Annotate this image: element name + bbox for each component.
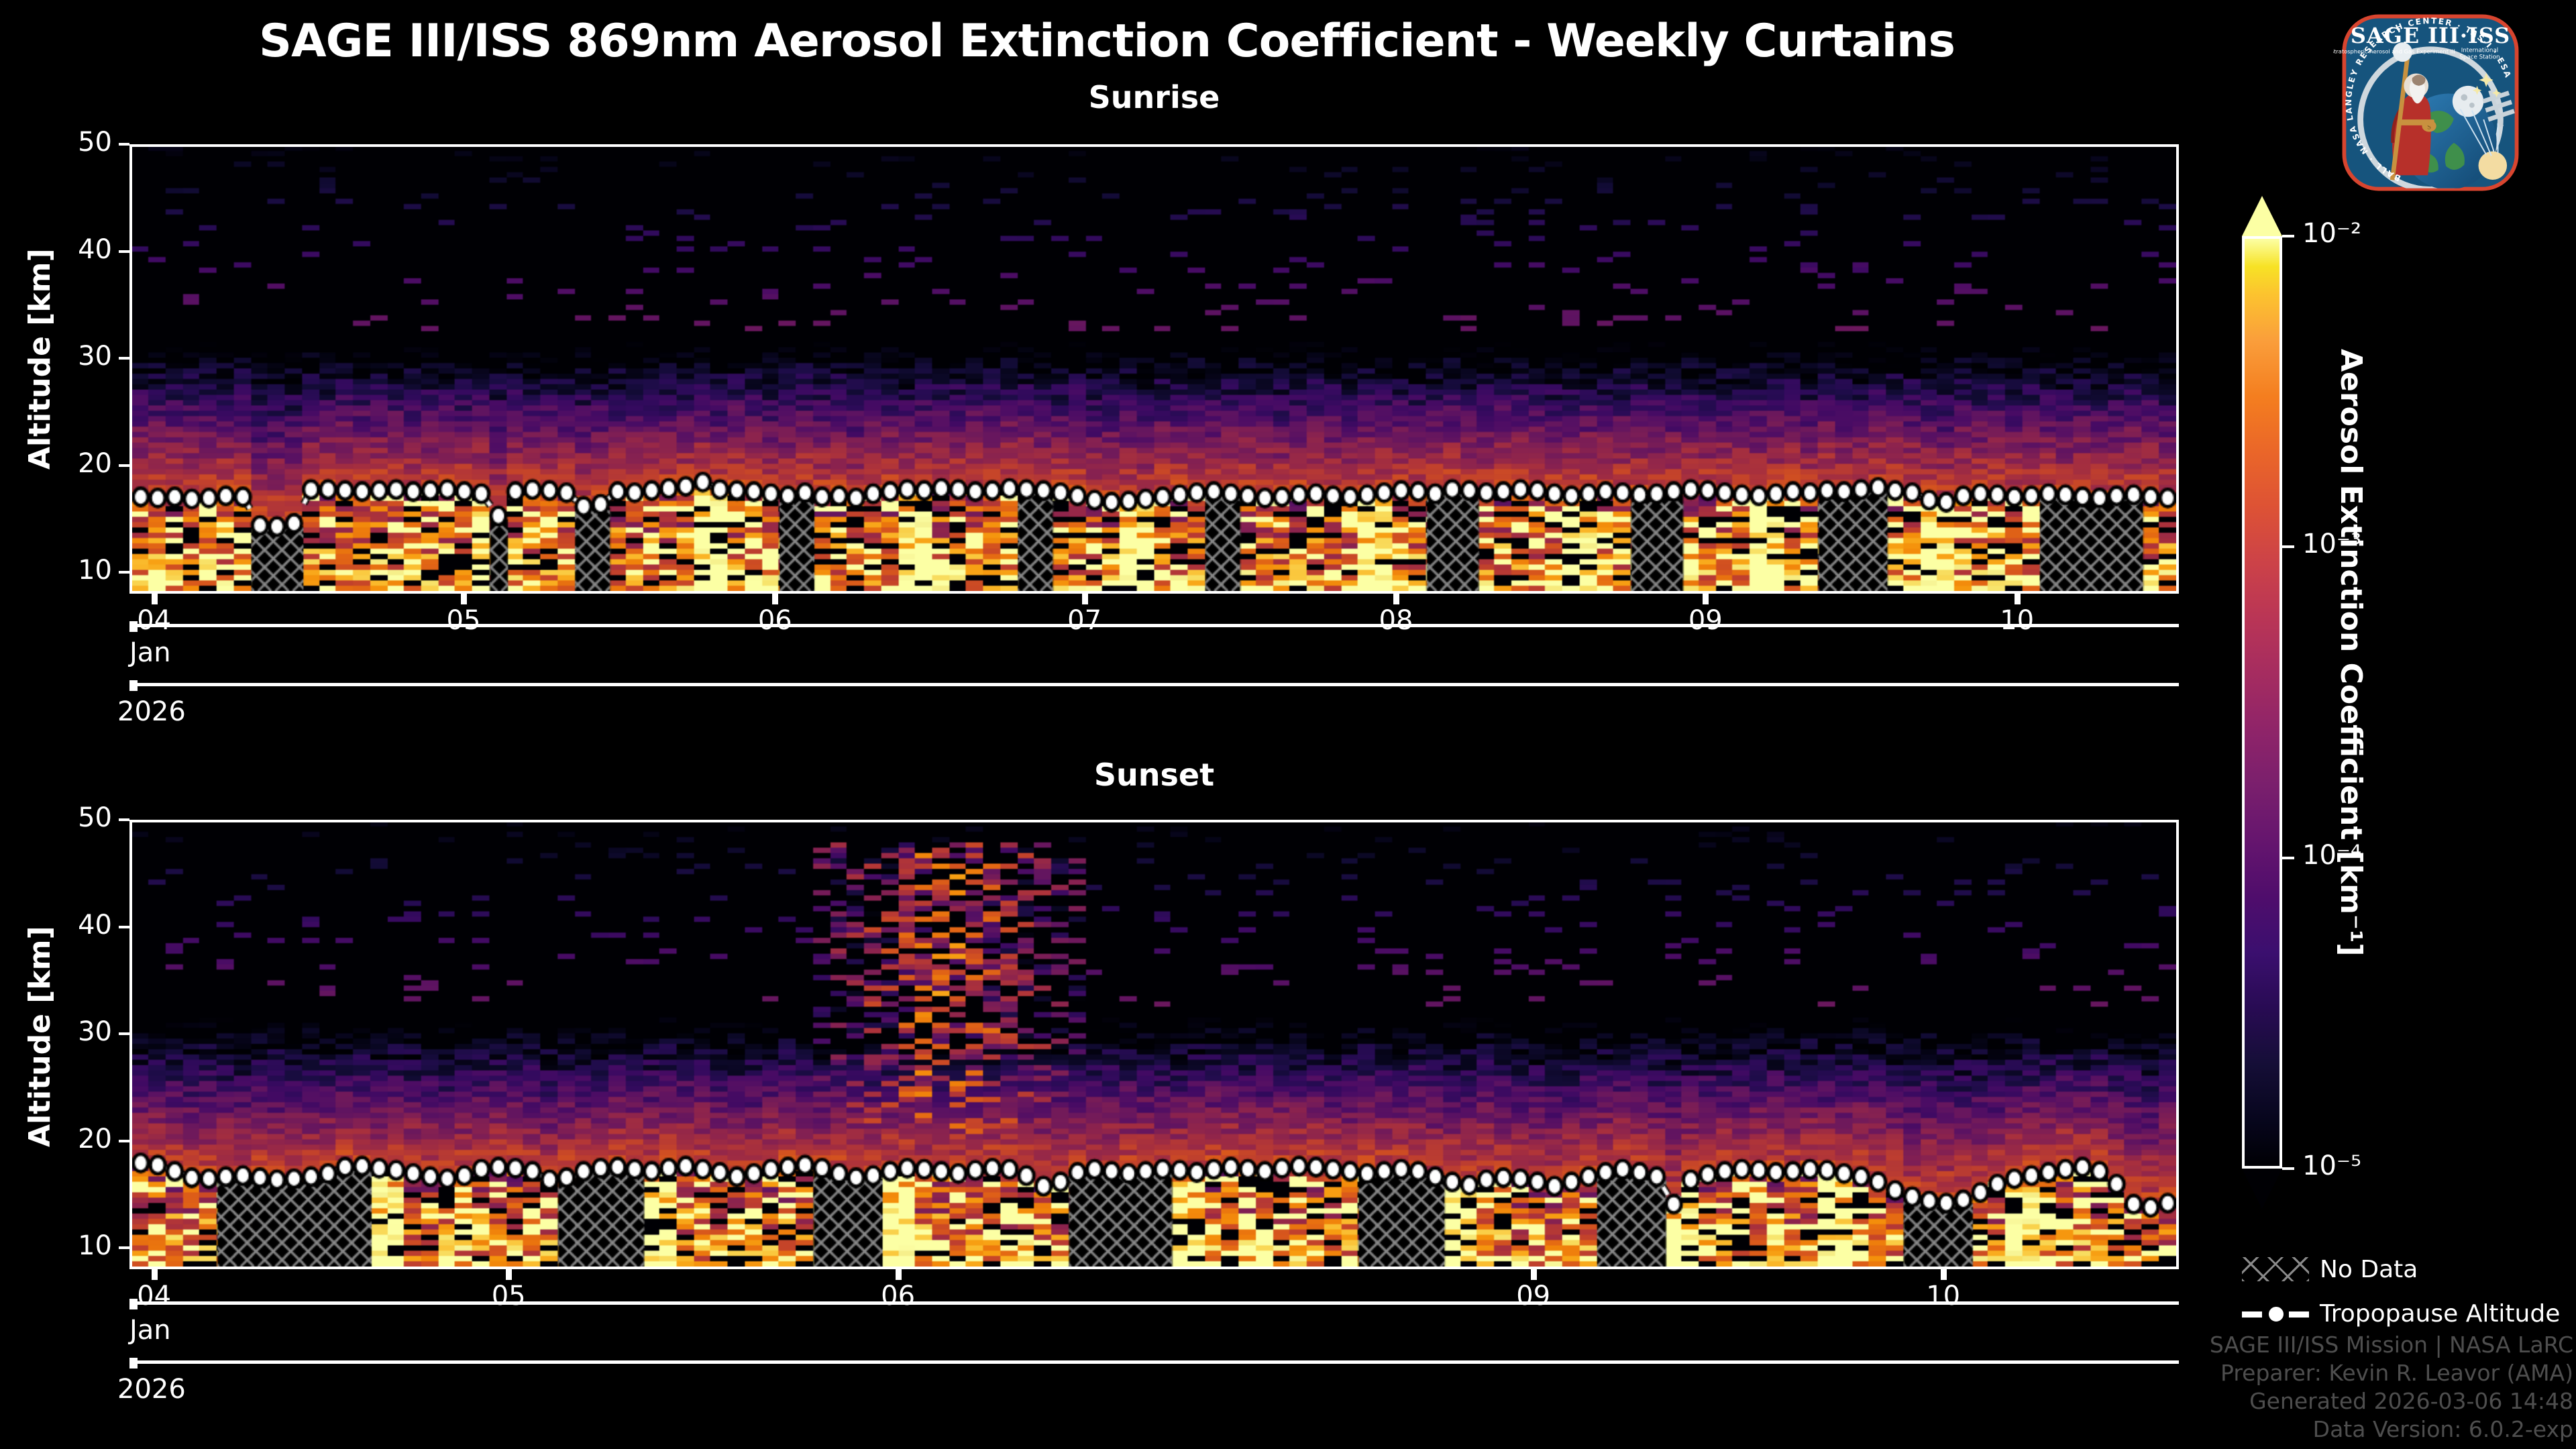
x-tick-label: 10: [2000, 605, 2035, 636]
x-tick-mark: [1703, 592, 1709, 604]
x-axis-year-rule-cap-sunrise: [129, 680, 138, 691]
legend-key-hatch: [2242, 1256, 2309, 1283]
colorbar-arrow-bottom: [2242, 1169, 2282, 1209]
x-tick-mark: [151, 1268, 158, 1280]
y-tick-mark: [119, 143, 129, 146]
y-tick-label: 30: [78, 1016, 112, 1048]
x-tick-label: 04: [137, 1281, 172, 1311]
x-axis-month-label-sunset: Jan: [129, 1315, 171, 1346]
y-tick-mark: [119, 818, 129, 821]
colorbar-tick-mark: [2282, 1167, 2294, 1170]
x-tick-label: 08: [1379, 605, 1413, 636]
x-tick-label: 05: [446, 605, 481, 636]
x-tick-mark: [2014, 592, 2021, 604]
hatch-swatch-icon: [2242, 1257, 2309, 1281]
footer-line-mission: SAGE III/ISS Mission | NASA LaRC: [2209, 1332, 2573, 1358]
legend-item-tropopause: Tropopause Altitude: [2242, 1296, 2576, 1331]
x-tick-mark: [772, 592, 779, 604]
x-tick-mark: [151, 592, 158, 604]
y-tick-mark: [119, 925, 129, 928]
footer: SAGE III/ISS Mission | NASA LaRC Prepare…: [2210, 1331, 2573, 1444]
x-tick-mark: [1081, 592, 1088, 604]
x-axis-year-label-sunrise: 2026: [117, 696, 186, 727]
svg-text:International: International: [2461, 48, 2498, 54]
heatmap-sunrise: [129, 144, 2179, 594]
y-tick-label: 30: [78, 341, 112, 372]
x-tick-mark: [895, 1268, 902, 1280]
y-tick-mark: [119, 1032, 129, 1036]
x-tick-label: 09: [1688, 605, 1723, 636]
x-tick-label: 05: [491, 1281, 526, 1311]
x-axis-year-label-sunset: 2026: [117, 1374, 186, 1405]
x-axis-year-rule-sunset: [129, 1360, 2179, 1364]
y-tick-mark: [119, 1139, 129, 1142]
legend-label-no-data: No Data: [2320, 1255, 2418, 1283]
x-axis-month-label-sunrise: Jan: [129, 637, 171, 668]
x-tick-label: 06: [757, 605, 792, 636]
y-tick-label: 20: [78, 447, 112, 479]
y-tick-mark: [119, 1246, 129, 1250]
legend-label-tropopause: Tropopause Altitude: [2320, 1299, 2561, 1328]
x-tick-label: 07: [1067, 605, 1102, 636]
legend-item-no-data: No Data: [2242, 1252, 2576, 1287]
y-tick-mark: [119, 357, 129, 360]
colorbar-tick-label: 10⁻²: [2302, 218, 2362, 249]
footer-line-preparer: Preparer: Kevin R. Leavor (AMA): [2220, 1360, 2573, 1386]
legend-key-tropopause: [2242, 1300, 2309, 1327]
x-tick-mark: [1393, 592, 1399, 604]
x-axis-month-rule-cap-sunrise: [129, 621, 138, 632]
x-axis-year-rule-sunrise: [129, 683, 2179, 686]
y-tick-label: 50: [78, 127, 112, 158]
x-tick-label: 06: [881, 1281, 916, 1311]
x-tick-label: 04: [137, 605, 172, 636]
x-axis-month-rule-sunrise: [129, 624, 2179, 627]
x-tick-label: 10: [1926, 1281, 1961, 1311]
svg-text:SAGE III·ISS: SAGE III·ISS: [2351, 23, 2510, 48]
x-axis-month-rule-sunset: [129, 1301, 2179, 1305]
x-axis-month-rule-cap-sunset: [129, 1299, 138, 1309]
y-tick-label: 10: [78, 555, 112, 586]
x-tick-mark: [1940, 1268, 1947, 1280]
footer-line-version: Data Version: 6.0.2-exp: [2312, 1416, 2573, 1442]
colorbar-tick-label: 10⁻⁵: [2302, 1150, 2362, 1181]
colorbar-label: Aerosol Extinction Coefficient [km⁻¹]: [2334, 349, 2368, 957]
svg-text:Stratospheric Aerosol and Gas: Stratospheric Aerosol and Gas Experiment…: [2333, 48, 2455, 55]
colorbar-gradient: [2242, 236, 2282, 1169]
colorbar-tick-mark: [2282, 235, 2294, 237]
x-tick-mark: [460, 592, 467, 604]
legend-marker-icon: [2266, 1304, 2286, 1324]
legend-dash-right-icon: [2289, 1311, 2309, 1318]
heatmap-canvas-sunset: [132, 822, 2176, 1267]
y-tick-mark: [119, 571, 129, 574]
footer-line-generated: Generated 2026-03-06 14:48: [2249, 1388, 2573, 1414]
colorbar-tick-mark: [2282, 545, 2294, 549]
colorbar-tick-label: 10⁻⁴: [2302, 839, 2362, 871]
colorbar-tick-mark: [2282, 856, 2294, 859]
svg-text:Space Station: Space Station: [2459, 54, 2500, 60]
colorbar-tick-label: 10⁻³: [2302, 529, 2362, 560]
y-tick-label: 40: [78, 233, 112, 265]
legend-dash-left-icon: [2242, 1311, 2262, 1318]
sage-iii-iss-logo: S SAGE III·ISS Stratospheric Aerosol and…: [2330, 5, 2528, 200]
x-tick-mark: [1530, 1268, 1537, 1280]
colorbar: [2242, 195, 2285, 1209]
legend: No Data Tropopause Altitude: [2242, 1252, 2576, 1340]
panel-title-sunrise: Sunrise: [1088, 79, 1220, 115]
heatmap-sunset: [129, 820, 2179, 1269]
x-axis-year-rule-cap-sunset: [129, 1358, 138, 1368]
svg-text:S: S: [2427, 124, 2431, 131]
panel-title-sunset: Sunset: [1093, 757, 1215, 793]
y-tick-label: 50: [78, 802, 112, 833]
y-tick-mark: [119, 250, 129, 253]
page-title: SAGE III/ISS 869nm Aerosol Extinction Co…: [259, 15, 1955, 68]
y-tick-label: 10: [78, 1230, 112, 1262]
y-tick-label: 20: [78, 1123, 112, 1155]
y-tick-mark: [119, 464, 129, 467]
colorbar-arrow-top: [2242, 196, 2282, 236]
heatmap-canvas-sunrise: [132, 147, 2176, 591]
x-tick-mark: [506, 1268, 513, 1280]
x-tick-label: 09: [1516, 1281, 1551, 1311]
y-tick-label: 40: [78, 909, 112, 941]
